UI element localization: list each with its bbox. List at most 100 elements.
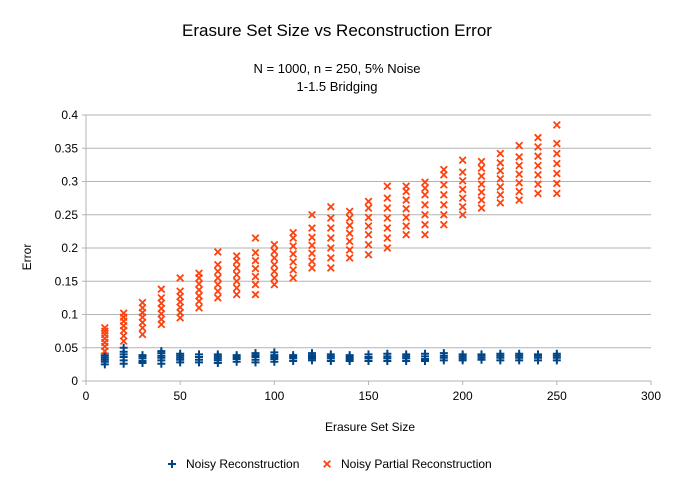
point-noisy-partial-reconstruction <box>289 273 298 282</box>
point-noisy-partial-reconstruction <box>534 189 542 198</box>
y-tick-label: 0.05 <box>55 341 79 355</box>
x-axis-label: Erasure Set Size <box>325 420 415 434</box>
point-noisy-partial-reconstruction <box>458 202 467 211</box>
point-noisy-partial-reconstruction <box>157 293 166 302</box>
point-noisy-partial-reconstruction <box>402 230 411 239</box>
legend-marker-plus <box>168 460 176 468</box>
y-tick-label: 0.3 <box>61 175 78 189</box>
point-noisy-partial-reconstruction <box>534 180 542 189</box>
point-noisy-partial-reconstruction <box>534 142 542 151</box>
point-noisy-partial-reconstruction <box>308 241 316 250</box>
x-tick-label: 0 <box>83 389 90 403</box>
point-noisy-partial-reconstruction <box>458 210 467 219</box>
point-noisy-partial-reconstruction <box>496 198 505 207</box>
series-noisy-reconstruction <box>100 343 561 369</box>
point-noisy-reconstruction <box>515 349 524 358</box>
y-tick-label: 0.4 <box>61 108 78 122</box>
point-noisy-partial-reconstruction <box>251 272 260 281</box>
point-noisy-partial-reconstruction <box>534 133 542 142</box>
point-noisy-partial-reconstruction <box>402 196 411 205</box>
x-tick-label: 300 <box>641 389 661 403</box>
point-noisy-partial-reconstruction <box>515 170 524 179</box>
point-noisy-partial-reconstruction <box>364 204 373 213</box>
point-noisy-partial-reconstruction <box>364 230 373 239</box>
point-noisy-partial-reconstruction <box>100 323 109 332</box>
point-noisy-partial-reconstruction <box>213 280 222 289</box>
y-tick-label: 0.15 <box>55 274 79 288</box>
chart-subtitle-line-2: 1-1.5 Bridging <box>297 79 378 94</box>
point-noisy-partial-reconstruction <box>232 252 241 260</box>
point-noisy-partial-reconstruction <box>195 285 203 294</box>
point-noisy-partial-reconstruction <box>270 260 279 269</box>
point-noisy-partial-reconstruction <box>270 240 279 249</box>
point-noisy-partial-reconstruction <box>308 210 316 219</box>
axes <box>82 114 652 385</box>
point-noisy-partial-reconstruction <box>232 277 241 286</box>
x-tick-label: 100 <box>264 389 284 403</box>
point-noisy-partial-reconstruction <box>157 285 166 294</box>
point-noisy-partial-reconstruction <box>138 330 147 339</box>
legend-label-noisy-partial-reconstruction: Noisy Partial Reconstruction <box>341 457 492 471</box>
point-noisy-partial-reconstruction <box>534 152 542 161</box>
point-noisy-partial-reconstruction <box>496 190 505 199</box>
point-noisy-partial-reconstruction <box>383 204 392 213</box>
point-noisy-partial-reconstruction <box>232 270 241 279</box>
point-noisy-partial-reconstruction <box>439 180 448 189</box>
point-noisy-partial-reconstruction <box>326 234 335 242</box>
y-tick-label: 0.35 <box>55 141 79 155</box>
legend-item-noisy-partial-reconstruction: Noisy Partial Reconstruction <box>323 457 492 471</box>
point-noisy-partial-reconstruction <box>402 204 411 213</box>
point-noisy-partial-reconstruction <box>496 174 505 183</box>
point-noisy-partial-reconstruction <box>421 210 429 219</box>
point-noisy-reconstruction <box>289 351 298 360</box>
x-tick-labels: 0 50 100 150 200 250 300 <box>83 389 662 403</box>
point-noisy-reconstruction <box>421 349 429 358</box>
point-noisy-partial-reconstruction <box>251 234 260 242</box>
point-noisy-partial-reconstruction <box>552 149 561 158</box>
point-noisy-reconstruction <box>402 350 411 359</box>
point-noisy-partial-reconstruction <box>439 210 448 219</box>
point-noisy-partial-reconstruction <box>552 179 561 188</box>
point-noisy-partial-reconstruction <box>251 256 260 265</box>
x-tick-label: 50 <box>173 389 187 403</box>
point-noisy-partial-reconstruction <box>345 246 354 254</box>
point-noisy-partial-reconstruction <box>402 182 411 191</box>
point-noisy-partial-reconstruction <box>326 254 335 262</box>
point-noisy-reconstruction <box>439 349 448 358</box>
point-noisy-partial-reconstruction <box>552 169 561 178</box>
legend-item-noisy-reconstruction: Noisy Reconstruction <box>168 457 299 471</box>
point-noisy-reconstruction <box>157 347 166 356</box>
point-noisy-partial-reconstruction <box>421 200 429 209</box>
point-noisy-partial-reconstruction <box>421 184 429 193</box>
point-noisy-partial-reconstruction <box>515 187 524 196</box>
x-tick-label: 200 <box>453 389 473 403</box>
point-noisy-partial-reconstruction <box>213 273 222 282</box>
point-noisy-partial-reconstruction <box>176 273 185 282</box>
y-tick-label: 0.2 <box>61 241 78 255</box>
legend-label-noisy-reconstruction: Noisy Reconstruction <box>186 457 299 471</box>
point-noisy-reconstruction <box>270 348 279 357</box>
point-noisy-partial-reconstruction <box>383 224 392 232</box>
point-noisy-partial-reconstruction <box>383 214 392 223</box>
point-noisy-partial-reconstruction <box>345 221 354 230</box>
point-noisy-partial-reconstruction <box>213 293 222 302</box>
legend-marker-plus <box>168 460 176 468</box>
point-noisy-partial-reconstruction <box>213 260 222 269</box>
point-noisy-partial-reconstruction <box>308 257 316 266</box>
point-noisy-reconstruction <box>496 349 505 358</box>
point-noisy-partial-reconstruction <box>439 165 448 174</box>
point-noisy-partial-reconstruction <box>251 280 260 289</box>
point-noisy-partial-reconstruction <box>308 249 316 258</box>
point-noisy-reconstruction <box>308 349 316 358</box>
y-tick-label: 0 <box>71 374 78 388</box>
point-noisy-partial-reconstruction <box>308 233 316 242</box>
point-noisy-partial-reconstruction <box>308 224 316 232</box>
point-noisy-partial-reconstruction <box>195 303 203 312</box>
point-noisy-partial-reconstruction <box>477 172 486 181</box>
point-noisy-partial-reconstruction <box>383 244 392 252</box>
y-tick-label: 0.1 <box>61 308 78 322</box>
point-noisy-partial-reconstruction <box>458 194 467 203</box>
point-noisy-partial-reconstruction <box>345 229 354 238</box>
